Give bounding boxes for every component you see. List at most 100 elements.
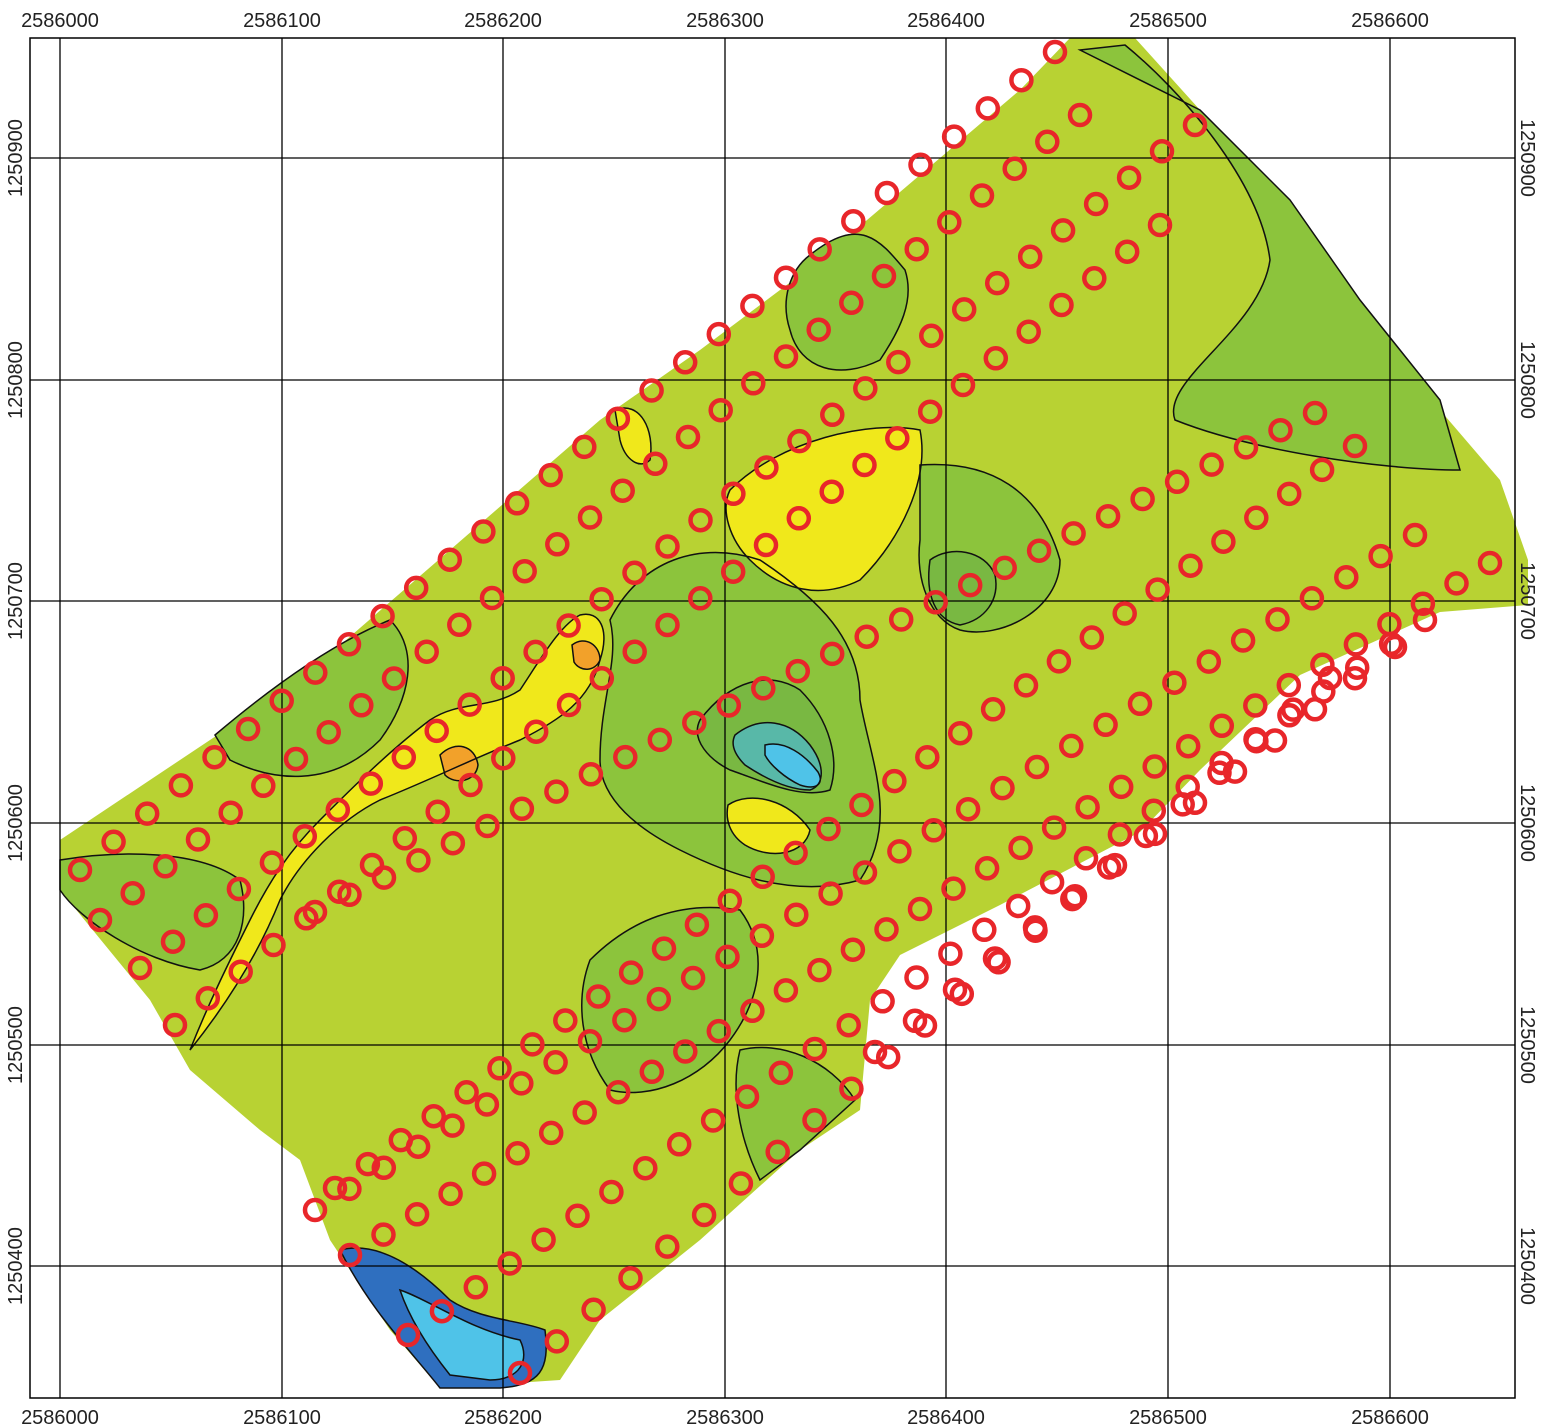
survey-point-marker [688,586,713,611]
survey-point-marker [1149,139,1175,164]
survey-point-marker [1095,503,1121,529]
survey-point-marker [572,1100,597,1125]
survey-point-marker [1141,798,1167,823]
survey-point-marker [765,1139,790,1165]
x-tick-label-top: 2586500 [1129,10,1207,32]
survey-point-marker [543,1050,568,1075]
contour-line [764,743,821,788]
survey-point-marker [613,744,638,770]
survey-point-marker [706,321,732,347]
survey-point-marker [1008,835,1033,861]
survey-point-marker [819,641,845,667]
survey-point-marker [1344,655,1370,680]
survey-point-marker [458,772,483,798]
survey-point-marker [471,519,496,544]
survey-point-marker [325,797,351,823]
survey-point-marker [753,532,779,558]
survey-point-marker [957,572,983,598]
survey-point-marker [983,346,1009,371]
survey-point-marker [750,864,775,890]
y-tick-label-left: 1250600 [5,784,27,862]
survey-point-marker [577,505,603,530]
survey-point-marker [1477,550,1503,576]
survey-point-marker [1343,632,1369,657]
survey-point-marker [605,406,631,431]
survey-point-marker [1102,852,1128,878]
survey-point-marker [185,827,211,852]
survey-point-marker [457,692,482,717]
survey-point-marker [655,534,680,559]
survey-point-marker [768,1060,794,1086]
survey-point-marker [474,1092,500,1117]
survey-point-marker [578,762,604,787]
y-tick-label-right: 1250400 [1516,1227,1538,1305]
survey-point-marker [972,917,997,943]
survey-point-marker [471,1161,497,1186]
survey-point-marker [1061,521,1086,546]
survey-point-marker [836,1012,861,1038]
survey-point-marker [565,1203,590,1229]
survey-point-marker [193,903,219,928]
survey-point-marker [1130,486,1155,512]
survey-point-marker [553,1008,578,1033]
survey-point-marker [381,666,407,691]
green-zone-south-2 [736,1047,855,1180]
green-zone-west [60,854,244,970]
survey-point-marker [1059,733,1084,759]
survey-point-marker [1039,869,1065,895]
survey-point-marker [1013,673,1039,698]
survey-point-marker [818,881,843,906]
x-tick-label-top: 2586400 [907,10,985,32]
survey-point-marker [819,479,844,504]
survey-point-marker [523,639,548,665]
survey-point-marker [1005,893,1031,919]
orange-anomaly-center [572,640,600,670]
survey-point-marker [806,317,831,342]
y-tick-label-left: 1250500 [5,1006,27,1084]
x-tick-label-top: 2586300 [686,10,764,32]
survey-point-marker [1368,543,1393,569]
survey-point-marker [740,293,765,319]
survey-point-marker [1342,665,1368,691]
survey-point-marker [646,986,672,1012]
survey-point-marker [491,746,516,771]
survey-point-marker [195,986,221,1011]
survey-point-marker [259,850,285,875]
contour-lines [59,44,1461,1389]
survey-point-marker [504,491,530,516]
survey-point-marker [425,799,450,824]
survey-point-marker [1127,691,1153,717]
survey-point-marker [904,236,929,262]
survey-point-marker [544,1329,570,1354]
survey-point-marker [1062,883,1088,909]
survey-point-marker [691,1202,717,1228]
survey-point-marker [228,959,253,984]
survey-point-marker [647,727,673,753]
survey-point-marker [1178,553,1203,578]
contour-line [571,640,601,670]
survey-point-marker [887,839,912,864]
survey-point-marker [862,1039,888,1065]
survey-point-marker [1182,112,1208,138]
survey-point-marker [950,372,976,398]
survey-point-marker [807,237,832,262]
survey-point-marker [1067,102,1093,128]
x-tick-label-bottom: 2586400 [907,1407,985,1428]
survey-point-marker [717,888,743,914]
contour-line [214,619,409,778]
survey-point-marker [437,547,463,572]
survey-point-marker [1199,452,1224,477]
survey-point-marker [708,397,733,423]
survey-point-marker [715,944,740,970]
survey-point-marker [1196,649,1222,674]
survey-point-marker [577,1029,603,1054]
survey-point-marker [438,1181,463,1207]
survey-point-marker [639,378,664,403]
survey-point-marker [1164,469,1190,495]
survey-point-marker [870,989,895,1014]
survey-point-marker [589,586,614,612]
survey-point-marker [349,693,374,718]
survey-point-marker [853,376,878,401]
survey-point-marker [871,263,897,289]
survey-point-marker [982,946,1008,971]
